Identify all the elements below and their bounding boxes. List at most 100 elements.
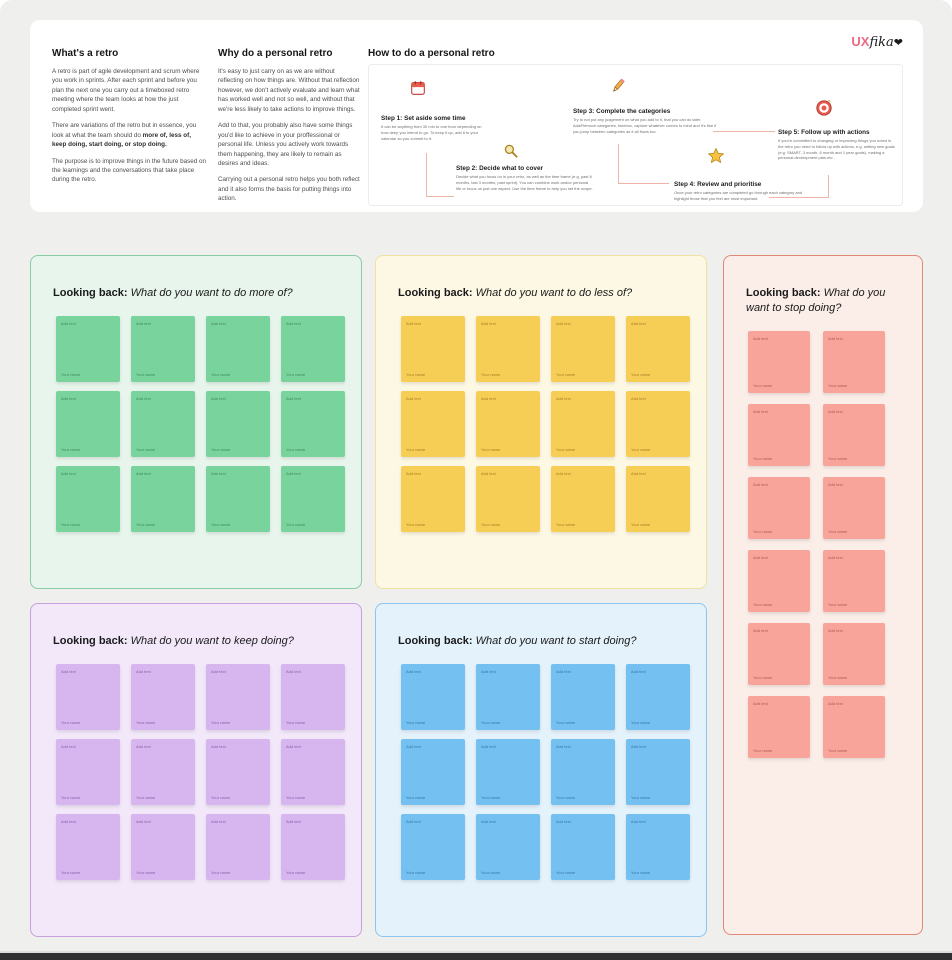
sticky-note[interactable]: Add text Your name xyxy=(131,391,195,457)
sticky-note[interactable]: Add text Your name xyxy=(56,664,120,730)
sticky-placeholder-text: Add text xyxy=(828,701,843,706)
target-icon xyxy=(816,99,832,116)
sticky-author-text: Your name xyxy=(631,870,651,875)
sticky-author-text: Your name xyxy=(286,870,306,875)
sticky-note[interactable]: Add text Your name xyxy=(748,696,810,758)
sticky-author-text: Your name xyxy=(211,522,231,527)
sticky-note[interactable]: Add text Your name xyxy=(476,391,540,457)
sticky-note[interactable]: Add text Your name xyxy=(748,623,810,685)
sticky-note[interactable]: Add text Your name xyxy=(476,739,540,805)
sticky-note[interactable]: Add text Your name xyxy=(476,316,540,382)
sticky-note[interactable]: Add text Your name xyxy=(206,316,270,382)
sticky-note[interactable]: Add text Your name xyxy=(206,739,270,805)
sticky-placeholder-text: Add text xyxy=(828,409,843,414)
sticky-note[interactable]: Add text Your name xyxy=(626,664,690,730)
canvas-edge-line xyxy=(0,951,952,953)
sticky-note[interactable]: Add text Your name xyxy=(56,814,120,880)
how-to-diagram: Step 1: Set aside some time It can be an… xyxy=(368,64,903,206)
connector-line xyxy=(828,175,829,198)
section-keep-doing[interactable]: Looking back: What do you want to keep d… xyxy=(30,603,362,937)
sticky-note[interactable]: Add text Your name xyxy=(281,466,345,532)
sticky-placeholder-text: Add text xyxy=(753,482,768,487)
sticky-note[interactable]: Add text Your name xyxy=(131,814,195,880)
sticky-note[interactable]: Add text Your name xyxy=(401,814,465,880)
sticky-placeholder-text: Add text xyxy=(556,396,571,401)
sticky-note[interactable]: Add text Your name xyxy=(748,550,810,612)
sticky-note[interactable]: Add text Your name xyxy=(131,664,195,730)
section-do-less[interactable]: Looking back: What do you want to do les… xyxy=(375,255,707,589)
sticky-note[interactable]: Add text Your name xyxy=(551,664,615,730)
sticky-note[interactable]: Add text Your name xyxy=(206,814,270,880)
sticky-note[interactable]: Add text Your name xyxy=(56,391,120,457)
sticky-note[interactable]: Add text Your name xyxy=(476,814,540,880)
sticky-note[interactable]: Add text Your name xyxy=(748,331,810,393)
sticky-note[interactable]: Add text Your name xyxy=(476,664,540,730)
sticky-placeholder-text: Add text xyxy=(828,555,843,560)
sticky-note[interactable]: Add text Your name xyxy=(626,466,690,532)
sticky-author-text: Your name xyxy=(481,720,501,725)
why-personal-retro-paragraph-3: Carrying out a personal retro helps you … xyxy=(218,176,360,203)
sticky-author-text: Your name xyxy=(286,795,306,800)
sticky-note[interactable]: Add text Your name xyxy=(748,477,810,539)
sticky-note[interactable]: Add text Your name xyxy=(823,404,885,466)
sticky-note[interactable]: Add text Your name xyxy=(551,814,615,880)
sticky-note[interactable]: Add text Your name xyxy=(823,331,885,393)
sticky-author-text: Your name xyxy=(753,748,773,753)
sticky-placeholder-text: Add text xyxy=(753,555,768,560)
sticky-note[interactable]: Add text Your name xyxy=(626,391,690,457)
sticky-note[interactable]: Add text Your name xyxy=(206,391,270,457)
sticky-note[interactable]: Add text Your name xyxy=(401,466,465,532)
sticky-placeholder-text: Add text xyxy=(481,396,496,401)
section-stop-doing[interactable]: Looking back: What do you want to stop d… xyxy=(723,255,923,935)
sticky-placeholder-text: Add text xyxy=(753,628,768,633)
sticky-note[interactable]: Add text Your name xyxy=(131,739,195,805)
sticky-placeholder-text: Add text xyxy=(211,471,226,476)
sticky-placeholder-text: Add text xyxy=(556,471,571,476)
sticky-author-text: Your name xyxy=(61,522,81,527)
sticky-note[interactable]: Add text Your name xyxy=(401,391,465,457)
sticky-note[interactable]: Add text Your name xyxy=(131,316,195,382)
sticky-note[interactable]: Add text Your name xyxy=(206,664,270,730)
sticky-note[interactable]: Add text Your name xyxy=(281,316,345,382)
sticky-author-text: Your name xyxy=(631,522,651,527)
sticky-placeholder-text: Add text xyxy=(136,321,151,326)
sticky-note[interactable]: Add text Your name xyxy=(281,739,345,805)
sticky-note[interactable]: Add text Your name xyxy=(551,316,615,382)
sticky-note[interactable]: Add text Your name xyxy=(823,550,885,612)
sticky-note[interactable]: Add text Your name xyxy=(401,664,465,730)
sticky-note[interactable]: Add text Your name xyxy=(626,739,690,805)
sticky-placeholder-text: Add text xyxy=(211,669,226,674)
sticky-note[interactable]: Add text Your name xyxy=(131,466,195,532)
sticky-placeholder-text: Add text xyxy=(828,336,843,341)
sticky-note[interactable]: Add text Your name xyxy=(748,404,810,466)
sticky-note[interactable]: Add text Your name xyxy=(401,316,465,382)
sticky-note[interactable]: Add text Your name xyxy=(281,814,345,880)
sticky-placeholder-text: Add text xyxy=(211,396,226,401)
sticky-note[interactable]: Add text Your name xyxy=(626,814,690,880)
sticky-note[interactable]: Add text Your name xyxy=(206,466,270,532)
section-do-more[interactable]: Looking back: What do you want to do mor… xyxy=(30,255,362,589)
sticky-note[interactable]: Add text Your name xyxy=(551,739,615,805)
sticky-note[interactable]: Add text Your name xyxy=(823,623,885,685)
sticky-note[interactable]: Add text Your name xyxy=(281,391,345,457)
sticky-author-text: Your name xyxy=(753,602,773,607)
sticky-note[interactable]: Add text Your name xyxy=(56,739,120,805)
sticky-note[interactable]: Add text Your name xyxy=(626,316,690,382)
sticky-note[interactable]: Add text Your name xyxy=(551,391,615,457)
sticky-note[interactable]: Add text Your name xyxy=(823,477,885,539)
sticky-note[interactable]: Add text Your name xyxy=(281,664,345,730)
sticky-note[interactable]: Add text Your name xyxy=(476,466,540,532)
sticky-placeholder-text: Add text xyxy=(753,701,768,706)
sticky-author-text: Your name xyxy=(753,456,773,461)
sticky-note[interactable]: Add text Your name xyxy=(823,696,885,758)
sticky-author-text: Your name xyxy=(211,720,231,725)
sticky-author-text: Your name xyxy=(631,372,651,377)
sticky-note[interactable]: Add text Your name xyxy=(56,466,120,532)
connector-line xyxy=(426,153,427,197)
sticky-note[interactable]: Add text Your name xyxy=(401,739,465,805)
section-start-doing[interactable]: Looking back: What do you want to start … xyxy=(375,603,707,937)
sticky-author-text: Your name xyxy=(753,529,773,534)
sticky-placeholder-text: Add text xyxy=(631,744,646,749)
sticky-note[interactable]: Add text Your name xyxy=(551,466,615,532)
sticky-note[interactable]: Add text Your name xyxy=(56,316,120,382)
